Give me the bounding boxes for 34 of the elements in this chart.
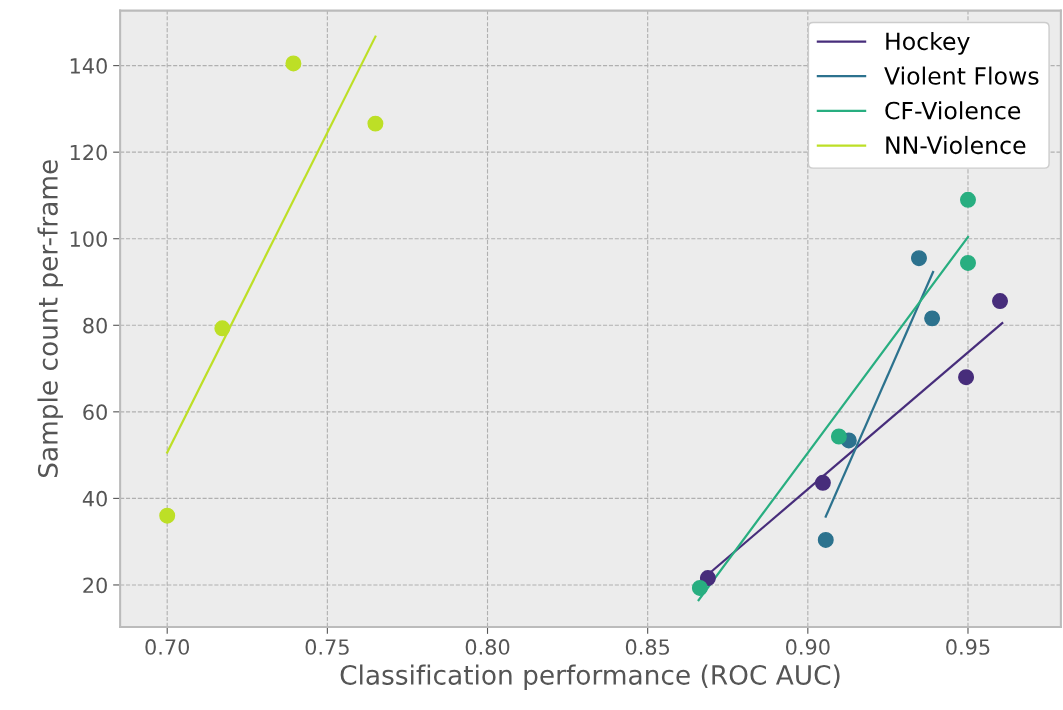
y-axis-title: Sample count per-frame: [37, 160, 63, 478]
x-tick-label: 0.70: [145, 639, 190, 655]
y-tick-label: 120: [70, 144, 107, 161]
point: [699, 570, 716, 587]
y-tick-label: 140: [70, 58, 107, 74]
point: [960, 254, 976, 271]
point: [830, 428, 847, 445]
legend-label: Violent Flows: [884, 66, 1039, 85]
legend-label: Hockey: [886, 31, 970, 55]
point: [159, 507, 176, 524]
legend-label: NN-Violence: [886, 135, 1026, 155]
point: [960, 191, 976, 208]
x-tick-label: 0.90: [786, 639, 830, 655]
point: [814, 474, 831, 491]
legend-label: CF-Violence: [885, 101, 1021, 120]
x-tick-label: 0.85: [625, 639, 670, 655]
point: [817, 531, 834, 548]
point: [285, 55, 302, 72]
point: [958, 369, 975, 386]
point: [924, 310, 941, 327]
x-tick-label: 0.95: [946, 639, 990, 655]
point: [992, 293, 1008, 310]
y-tick-label: 80: [83, 317, 107, 334]
point: [214, 320, 231, 337]
x-tick-label: 0.75: [305, 639, 349, 655]
point: [910, 250, 927, 267]
y-tick-label: 60: [83, 404, 107, 421]
x-tick-label: 0.80: [465, 639, 510, 655]
y-tick-label: 20: [83, 577, 107, 594]
y-tick-label: 100: [70, 231, 107, 247]
y-tick-label: 40: [82, 490, 107, 507]
point: [691, 580, 708, 596]
point: [367, 115, 384, 132]
x-axis-title: Classification performance (ROC AUC): [340, 664, 840, 690]
